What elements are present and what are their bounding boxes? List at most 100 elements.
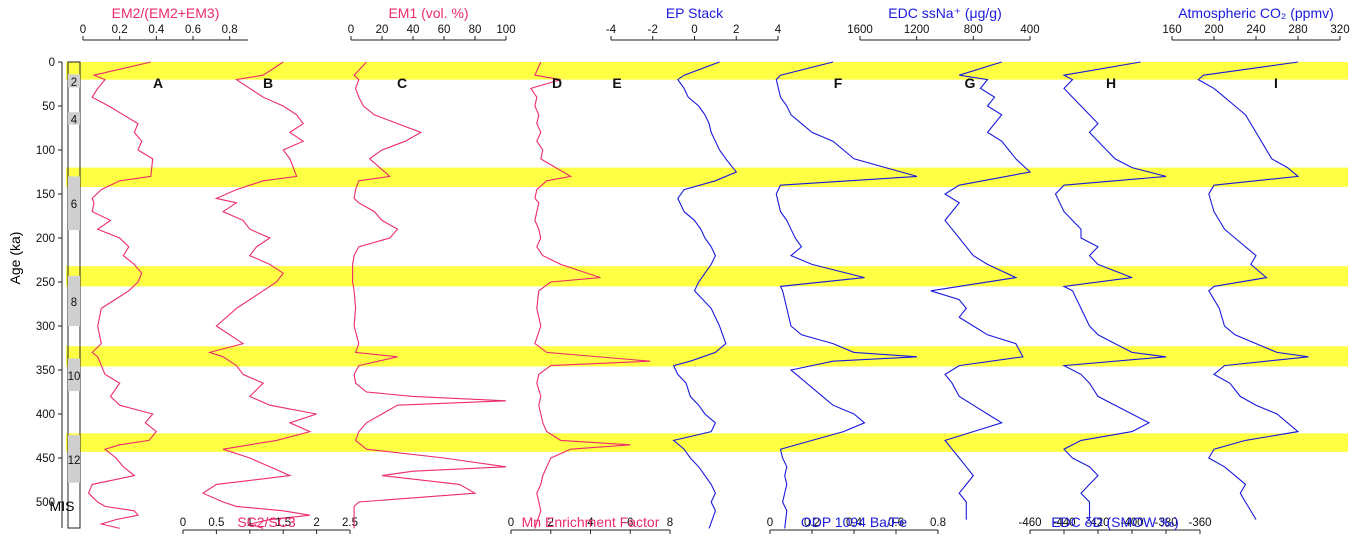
bottom-axis-H: -460 -440 -420 -400 -380 -360 EDC δD (SMOW ‰)	[1018, 514, 1212, 534]
mis-stage-box	[68, 435, 80, 483]
series-line-F	[775, 61, 918, 529]
bottom-tick-label: -360	[1188, 517, 1211, 529]
bottom-axis-F: 0 0.2 0.4 0.6 0.8 ODP 1094 Ba/Fe	[767, 514, 946, 534]
bottom-tick-label: 0	[180, 517, 186, 529]
bottom-title-H: EDC δD (SMOW ‰)	[1051, 514, 1179, 530]
bottom-axis-D: 0 2 4 6 8 Mn Enrichment Factor	[508, 514, 673, 534]
panels: 0 0.2 0.4 0.6 0.8 EM2/(EM2+EM3) A 0 0.5 1 1.5 2 2.5 S…	[80, 5, 1350, 534]
bottom-tick-label: 8	[667, 517, 673, 529]
top-tick-label: 240	[1246, 24, 1265, 36]
top-tick-label: -4	[606, 24, 617, 36]
top-axis-I: 160 200 240 280 320 Atmospheric CO₂ (ppmv)	[1162, 5, 1350, 41]
top-tick-label: 4	[775, 24, 782, 36]
mis-stage-box	[68, 275, 80, 326]
series-line-I	[1197, 61, 1309, 520]
top-title-A: EM2/(EM2+EM3)	[112, 5, 220, 21]
age-tick-label: 300	[36, 321, 55, 333]
mis-stage-label: 6	[71, 199, 77, 211]
top-tick-label: 0	[80, 24, 86, 36]
top-tick-label: 280	[1288, 24, 1307, 36]
mis-stage-label: 8	[71, 297, 77, 309]
series-line-C	[352, 61, 507, 529]
bottom-title-B: SC2/SC3	[237, 514, 296, 530]
mis-stage-label: 12	[68, 455, 81, 467]
top-title-E: EP Stack	[666, 5, 724, 21]
top-tick-label: 1600	[847, 24, 873, 36]
bottom-tick-label: 0.6	[888, 517, 904, 529]
top-tick-label: 200	[1204, 24, 1223, 36]
bottom-tick-label: -400	[1120, 517, 1143, 529]
panel-letter-D: D	[552, 75, 562, 91]
top-tick-label: 80	[469, 24, 482, 36]
age-tick-label: 50	[42, 101, 55, 113]
panel-C: 0 20 40 60 80 100 EM1 (vol. %) C	[348, 5, 516, 529]
mis-stage-box	[68, 74, 80, 88]
age-tick-label: 100	[36, 145, 55, 157]
bottom-title-F: ODP 1094 Ba/Fe	[801, 514, 908, 530]
top-tick-label: 1200	[904, 24, 930, 36]
panel-letter-A: A	[153, 75, 163, 91]
bottom-tick-label: 4	[587, 517, 594, 529]
top-tick-label: 160	[1162, 24, 1181, 36]
mis-stage-box	[68, 112, 80, 125]
top-tick-label: 0	[348, 24, 354, 36]
top-tick-label: 0.6	[185, 24, 201, 36]
top-tick-label: 0	[691, 24, 697, 36]
top-axis-G: 1600 1200 800 400 EDC ssNa⁺ (μg/g)	[847, 5, 1040, 41]
panel-G: 1600 1200 800 400 EDC ssNa⁺ (μg/g) G	[847, 5, 1040, 520]
series-line-H	[1054, 61, 1167, 520]
panel-I: 160 200 240 280 320 Atmospheric CO₂ (ppmv) I	[1162, 5, 1350, 520]
top-title-C: EM1 (vol. %)	[388, 5, 468, 21]
top-title-I: Atmospheric CO₂ (ppmv)	[1178, 5, 1334, 21]
panel-H: -460 -440 -420 -400 -380 -360 EDC δD (SMOW ‰) H	[1018, 61, 1212, 534]
panel-letter-F: F	[834, 75, 843, 91]
top-tick-label: 60	[438, 24, 451, 36]
top-axis-C: 0 20 40 60 80 100 EM1 (vol. %)	[348, 5, 516, 41]
bottom-tick-label: 0.8	[930, 517, 946, 529]
bottom-tick-label: 2.5	[342, 517, 358, 529]
series-line-A	[87, 61, 158, 529]
age-tick-label: 450	[36, 453, 55, 465]
band-2	[66, 266, 1348, 287]
bottom-tick-label: -460	[1018, 517, 1041, 529]
panel-B: 0 0.5 1 1.5 2 2.5 SC2/SC3 B	[180, 61, 358, 534]
bottom-tick-label: 1	[247, 517, 253, 529]
bottom-tick-label: -440	[1052, 517, 1075, 529]
top-tick-label: 0.2	[112, 24, 128, 36]
age-axis-label: Age (ka)	[7, 232, 23, 285]
series-line-G	[930, 61, 1032, 520]
age-tick-label: 150	[36, 189, 55, 201]
bottom-tick-label: -380	[1154, 517, 1177, 529]
bottom-tick-label: 0	[767, 517, 773, 529]
bottom-axis-B: 0 0.5 1 1.5 2 2.5 SC2/SC3	[180, 514, 358, 534]
band-0	[66, 62, 1348, 80]
top-tick-label: 800	[964, 24, 983, 36]
bottom-tick-label: 0.2	[804, 517, 820, 529]
top-tick-label: 2	[733, 24, 739, 36]
top-axis-E: -4 -2 0 2 4 EP Stack	[606, 5, 782, 41]
mis-stage-box	[68, 176, 80, 231]
panel-letter-I: I	[1274, 75, 1278, 91]
panel-letter-C: C	[397, 75, 407, 91]
band-4	[66, 433, 1348, 452]
bottom-tick-label: 6	[627, 517, 633, 529]
top-tick-label: 40	[407, 24, 420, 36]
bottom-tick-label: 0.5	[208, 517, 224, 529]
bottom-tick-label: -420	[1086, 517, 1109, 529]
top-tick-label: -2	[648, 24, 658, 36]
bottom-tick-label: 0	[508, 517, 514, 529]
mis-stage-label: 10	[68, 371, 81, 383]
panel-letter-E: E	[612, 75, 621, 91]
panel-letter-G: G	[965, 75, 976, 91]
mis-stage-label: 2	[71, 77, 77, 89]
age-tick-label: 200	[36, 233, 55, 245]
age-tick-label: 0	[49, 57, 55, 69]
top-tick-label: 0.4	[148, 24, 165, 36]
age-tick-label: 350	[36, 365, 55, 377]
bottom-tick-label: 1.5	[275, 517, 291, 529]
top-tick-label: 320	[1330, 24, 1349, 36]
